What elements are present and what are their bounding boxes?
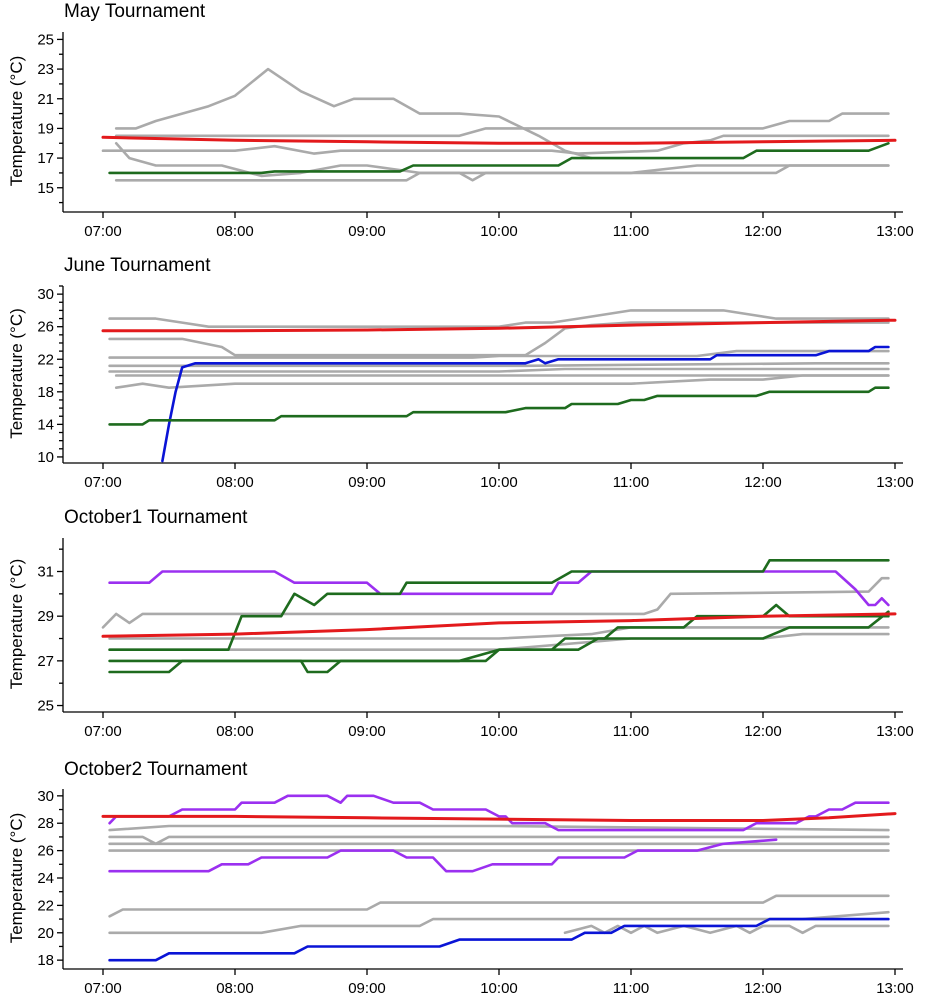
x-tick-label: 11:00 — [613, 980, 649, 997]
x-tick-label: 08:00 — [216, 223, 254, 240]
x-tick-label: 10:00 — [480, 223, 518, 240]
series-line-purple — [108, 570, 890, 607]
x-tick-label: 07:00 — [84, 723, 122, 740]
x-tick-label: 12:00 — [744, 723, 782, 740]
y-tick-label: 18 — [37, 384, 54, 401]
series-line-grey-2 — [108, 626, 890, 640]
series-line-grey-3 — [108, 632, 890, 651]
y-tick-label: 26 — [37, 843, 54, 860]
y-axis-label: Temperature (°C) — [7, 308, 26, 439]
x-tick-label: 13:00 — [876, 723, 914, 740]
series-line-red — [101, 812, 897, 822]
y-axis-label: Temperature (°C) — [7, 559, 26, 690]
chart-panel-3: October1 Tournament 25 27 29 31 07:00 08:00 09:… — [7, 507, 914, 740]
series-line-grey-1 — [101, 576, 890, 629]
chart-panel-4: October2 Tournament 18 20 22 24 26 28 30 07:00 08… — [7, 759, 914, 997]
y-tick-label: 24 — [37, 870, 54, 887]
y-tick-label: 17 — [37, 150, 54, 167]
x-tick-label: 11:00 — [613, 223, 649, 240]
chart-panel-2: June Tournament 10 14 18 22 26 30 07:00 08:00 09:… — [7, 255, 914, 491]
y-tick-label: 10 — [37, 449, 54, 466]
y-tick-label: 18 — [37, 952, 54, 969]
series-line-grey-3 — [101, 134, 890, 155]
y-tick-label: 14 — [37, 416, 54, 433]
y-tick-label: 28 — [37, 815, 54, 832]
x-tick-label: 10:00 — [480, 980, 518, 997]
series-line-grey-4 — [114, 142, 890, 178]
x-tick-label: 12:00 — [744, 980, 782, 997]
x-tick-label: 08:00 — [216, 980, 254, 997]
x-tick-label: 08:00 — [216, 474, 254, 491]
y-tick-label: 20 — [37, 925, 54, 942]
x-tick-label: 11:00 — [613, 723, 649, 740]
y-tick-label: 26 — [37, 319, 54, 336]
x-tick-label: 12:00 — [744, 223, 782, 240]
series-line-blue — [161, 345, 890, 463]
y-tick-label: 19 — [37, 120, 54, 137]
x-tick-label: 12:00 — [744, 474, 782, 491]
series-line-grey-2 — [108, 824, 890, 832]
x-tick-label: 10:00 — [480, 474, 518, 491]
series-line-grey-5 — [114, 164, 890, 182]
x-tick-label: 09:00 — [348, 723, 386, 740]
x-tick-label: 09:00 — [348, 980, 386, 997]
series-line-grey-6 — [108, 910, 890, 935]
series-line-purple-1 — [108, 794, 890, 832]
series-line-green-2 — [108, 603, 890, 674]
series-line-grey-7 — [563, 924, 890, 935]
series-line-green — [108, 386, 890, 426]
x-tick-label: 07:00 — [84, 223, 122, 240]
series-line-grey-2 — [108, 321, 890, 357]
series-line-red — [101, 135, 897, 145]
series-line-red — [101, 318, 897, 333]
y-tick-label: 25 — [37, 31, 54, 48]
series-line-blue — [108, 917, 890, 962]
y-tick-label: 22 — [37, 351, 54, 368]
y-tick-label: 29 — [37, 608, 54, 625]
y-axis-label: Temperature (°C) — [7, 56, 26, 187]
y-tick-label: 21 — [37, 91, 54, 108]
x-tick-label: 07:00 — [84, 474, 122, 491]
series-line-grey-1 — [114, 67, 593, 160]
series-line-purple-2 — [108, 838, 778, 873]
series-line-grey-7 — [114, 374, 890, 389]
series-line-grey-5 — [108, 367, 890, 373]
series-line-green-1 — [108, 559, 890, 651]
x-tick-label: 11:00 — [613, 474, 649, 491]
x-tick-label: 07:00 — [84, 980, 122, 997]
y-tick-label: 15 — [37, 180, 54, 197]
series-line-green — [108, 142, 890, 175]
chart-title: June Tournament — [64, 255, 211, 276]
y-tick-label: 25 — [37, 698, 54, 715]
y-tick-label: 23 — [37, 61, 54, 78]
x-tick-label: 10:00 — [480, 723, 518, 740]
series-line-grey-3 — [108, 349, 890, 359]
chart-title: October1 Tournament — [64, 507, 248, 528]
chart-panel-1: May Tournament 15 17 19 21 23 25 07:00 08:00 09:0… — [7, 1, 914, 240]
chart-title: October2 Tournament — [64, 759, 248, 780]
series-line-grey-4 — [108, 362, 890, 368]
chart-title: May Tournament — [64, 1, 206, 22]
y-axis-label: Temperature (°C) — [7, 813, 26, 944]
series-line-grey-2 — [114, 112, 890, 138]
y-tick-label: 30 — [37, 286, 54, 303]
y-tick-label: 22 — [37, 897, 54, 914]
x-tick-label: 13:00 — [876, 223, 914, 240]
x-tick-label: 13:00 — [876, 980, 914, 997]
series-line-red — [101, 612, 897, 638]
x-tick-label: 08:00 — [216, 723, 254, 740]
x-tick-label: 09:00 — [348, 474, 386, 491]
y-tick-label: 31 — [37, 564, 54, 581]
series-line-grey-1 — [108, 309, 890, 328]
x-tick-label: 09:00 — [348, 223, 386, 240]
series-line-grey-5 — [108, 894, 890, 918]
series-line-green-3 — [108, 610, 890, 674]
y-tick-label: 30 — [37, 788, 54, 805]
y-tick-label: 27 — [37, 653, 54, 670]
x-tick-label: 13:00 — [876, 474, 914, 491]
